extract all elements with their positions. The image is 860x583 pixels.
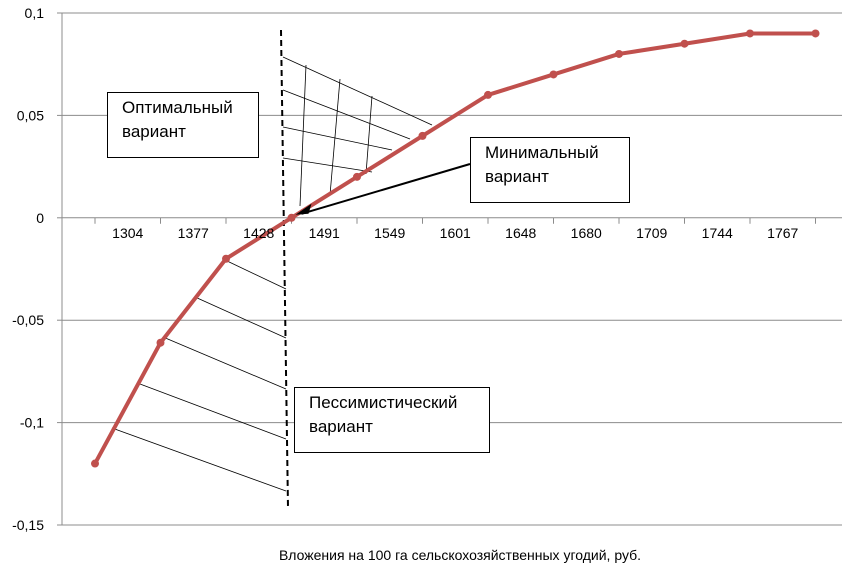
hatch-regions — [111, 56, 433, 492]
hatch-pessimistic-4 — [111, 427, 287, 492]
series-point-9 — [680, 39, 689, 48]
series-point-0 — [91, 459, 99, 468]
x-axis-title: Вложения на 100 га сельскохозяйственных … — [279, 547, 641, 563]
y-tick-label-5: -0,15 — [12, 517, 44, 533]
arrow-head — [295, 203, 312, 215]
annotation-optimal-line2: вариант — [122, 122, 186, 141]
x-tick-label-9: 1744 — [702, 225, 733, 241]
hatch-pessimistic-1 — [194, 296, 287, 339]
x-tick-label-10: 1767 — [767, 225, 798, 241]
hatch-optimal-diag-2 — [282, 126, 393, 151]
annotation-minimal-line2: вариант — [485, 167, 549, 186]
x-tick-label-6: 1648 — [505, 225, 536, 241]
annotation-pessimistic-line2: вариант — [309, 417, 373, 436]
series-point-8 — [615, 49, 623, 58]
series-point-6 — [484, 90, 492, 99]
hatch-optimal-diag-3 — [282, 157, 373, 173]
annotation-pessimistic-line1: Пессимистический — [309, 393, 458, 412]
annotation-pessimistic: Пессимистический вариант — [294, 387, 490, 453]
series-point-10 — [746, 29, 754, 38]
series-line — [91, 29, 820, 468]
hatch-optimal-vert-0 — [299, 64, 307, 207]
annotation-minimal: Минимальный вариант — [470, 137, 630, 203]
x-tick-label-1: 1377 — [178, 225, 209, 241]
x-tick-label-2: 1428 — [243, 225, 274, 241]
y-tick-label-1: 0,05 — [17, 107, 44, 123]
optimal-boundary-dashed-line — [280, 29, 289, 509]
y-tick-label-4: -0,1 — [20, 415, 44, 431]
hatch-optimal-diag-0 — [282, 56, 433, 126]
axes — [57, 12, 842, 526]
series-point-1 — [156, 338, 165, 347]
arrow-shaft — [301, 163, 471, 215]
y-tick-label-3: -0,05 — [12, 312, 44, 328]
series-line-path — [93, 31, 816, 465]
series-point-3 — [287, 213, 296, 222]
series-point-4 — [353, 172, 361, 181]
annotation-optimal-line1: Оптимальный — [122, 98, 233, 117]
hatch-optimal-vert-2 — [365, 95, 373, 175]
hatch-optimal-diag-1 — [282, 89, 411, 140]
y-tick-label-2: 0 — [36, 210, 44, 226]
x-tick-label-7: 1680 — [571, 225, 602, 241]
series-point-11 — [811, 29, 820, 38]
x-tick-label-8: 1709 — [636, 225, 667, 241]
hatch-pessimistic-2 — [162, 336, 287, 390]
hatch-pessimistic-0 — [224, 259, 287, 290]
x-tick-label-5: 1601 — [440, 225, 471, 241]
x-tick-label-4: 1549 — [374, 225, 405, 241]
hatch-optimal-vert-1 — [329, 78, 341, 196]
annotation-optimal: Оптимальный вариант — [107, 92, 259, 158]
tick-labels: 0,1 0,05 0 -0,05 -0,1 -0,15 1304 1377 1428 1491 15… — [12, 5, 798, 533]
x-tick-label-0: 1304 — [112, 225, 143, 241]
x-tick-label-3: 1491 — [309, 225, 340, 241]
series-point-7 — [549, 70, 558, 79]
y-tick-label-0: 0,1 — [25, 5, 45, 21]
series-point-5 — [418, 131, 427, 140]
series-point-2 — [222, 254, 230, 263]
minimal-variant-arrow — [295, 163, 471, 215]
annotation-minimal-line1: Минимальный — [485, 143, 599, 162]
hatch-pessimistic-3 — [139, 383, 287, 440]
